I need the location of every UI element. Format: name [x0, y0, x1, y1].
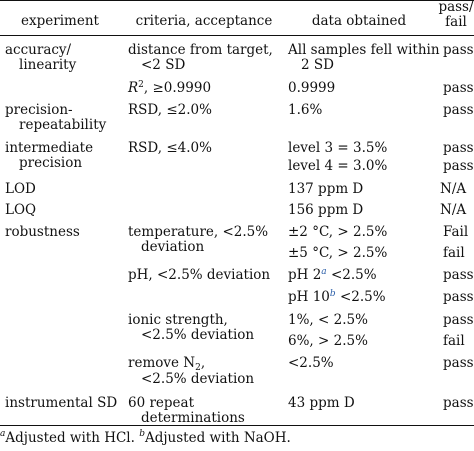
footnote-a-text: Adjusted with HCl. — [5, 430, 135, 446]
data-ph10-value: pH 10 — [288, 289, 330, 305]
table-footnote: aAdjusted with HCl. bAdjusted with NaOH. — [0, 429, 291, 447]
criteria-ph: pH, <2.5% deviation — [128, 267, 271, 283]
header-data: data obtained — [311, 13, 407, 29]
experiment-robustness: robustness — [5, 224, 80, 240]
top-rule — [0, 0, 474, 1]
criteria-instrumental-line2: determinations — [141, 410, 245, 426]
data-ionic-6pct: 6%, > 2.5% — [288, 333, 368, 349]
data-ph2-value: pH 2 — [288, 267, 322, 283]
result-intermediate-level4: pass — [443, 158, 474, 174]
criteria-ionic-line2: <2.5% deviation — [141, 327, 255, 343]
result-remove-n2: pass — [443, 355, 474, 371]
experiment-accuracy-line2: linearity — [19, 57, 77, 73]
criteria-intermediate: RSD, ≤4.0% — [128, 140, 212, 156]
criteria-r-rest: , ≥0.9990 — [143, 80, 212, 96]
data-temperature-5c: ±5 °C, > 2.5% — [288, 245, 388, 261]
footnote-b-text: Adjusted with NaOH. — [144, 430, 291, 446]
experiment-loq: LOQ — [5, 202, 37, 218]
data-temperature-2c: ±2 °C, > 2.5% — [288, 224, 388, 240]
data-ph2: pH 2a <2.5% — [288, 267, 377, 283]
result-ionic-1pct: pass — [443, 312, 474, 328]
result-accuracy: pass — [443, 42, 474, 58]
header-criteria: criteria, acceptance — [135, 13, 273, 29]
data-instrumental-sd: 43 ppm D — [288, 395, 355, 411]
footnote-b-mark: b — [139, 429, 145, 439]
data-ph10-footnote-mark: b — [329, 289, 336, 299]
data-ionic-1pct: 1%, < 2.5% — [288, 312, 368, 328]
criteria-ionic-line1: ionic strength, — [128, 312, 228, 328]
experiment-precision-line1: precision- — [5, 102, 73, 118]
data-ph10-rest: <2.5% — [335, 289, 386, 305]
criteria-accuracy-line1: distance from target, — [128, 42, 273, 58]
data-accuracy-line2: 2 SD — [301, 57, 334, 73]
header-pass-fail-line1: pass/ — [438, 0, 474, 15]
data-loq: 156 ppm D — [288, 202, 364, 218]
criteria-instrumental-line1: 60 repeat — [128, 395, 195, 411]
result-instrumental-sd: pass — [443, 395, 474, 411]
data-ph2-footnote-mark: a — [321, 267, 327, 277]
result-temperature-5c: fail — [443, 245, 465, 261]
result-lod: N/A — [440, 181, 467, 197]
result-temperature-2c: Fail — [443, 224, 469, 240]
result-r-squared: pass — [443, 80, 474, 96]
data-precision: 1.6% — [288, 102, 323, 118]
result-precision: pass — [443, 102, 474, 118]
data-remove-n2: <2.5% — [288, 355, 334, 371]
criteria-precision: RSD, ≤2.0% — [128, 102, 212, 118]
data-ph2-rest: <2.5% — [326, 267, 377, 283]
result-ph10: pass — [443, 289, 474, 305]
header-experiment: experiment — [21, 13, 99, 29]
experiment-instrumental-sd: instrumental SD — [5, 395, 118, 411]
criteria-temperature-line1: temperature, <2.5% — [128, 224, 269, 240]
data-intermediate-level4: level 4 = 3.0% — [288, 158, 388, 174]
experiment-intermediate-line2: precision — [19, 155, 83, 171]
experiment-accuracy-line1: accuracy/ — [5, 42, 72, 58]
criteria-remove-n2-prefix: remove N — [128, 355, 196, 371]
criteria-r-superscript: 2 — [138, 80, 144, 90]
criteria-r-squared: R2, ≥0.9990 — [128, 80, 211, 96]
data-ph10: pH 10b <2.5% — [288, 289, 386, 305]
criteria-r-symbol: R — [128, 80, 139, 96]
result-intermediate-level3: pass — [443, 140, 474, 156]
header-pass-fail-line2: fail — [445, 14, 467, 30]
experiment-intermediate-line1: intermediate — [5, 140, 94, 156]
data-lod: 137 ppm D — [288, 181, 364, 197]
result-loq: N/A — [440, 202, 467, 218]
result-ph2: pass — [443, 267, 474, 283]
criteria-accuracy-line2: <2 SD — [141, 57, 186, 73]
criteria-remove-n2-line1: remove N2, — [128, 355, 206, 373]
result-ionic-6pct: fail — [443, 333, 465, 349]
criteria-temperature-line2: deviation — [141, 239, 205, 255]
criteria-remove-n2-line2: <2.5% deviation — [141, 371, 255, 387]
header-pass-fail: pass/ fail — [438, 0, 474, 30]
data-intermediate-level3: level 3 = 3.5% — [288, 140, 388, 156]
header-rule — [0, 35, 474, 36]
data-r-squared: 0.9999 — [288, 80, 336, 96]
experiment-precision-line2: repeatability — [19, 117, 107, 133]
data-accuracy-line1: All samples fell within — [288, 42, 440, 58]
bottom-rule — [0, 425, 474, 426]
experiment-lod: LOD — [5, 181, 36, 197]
footnote-a-mark: a — [0, 429, 6, 439]
criteria-remove-n2-subscript: 2 — [195, 363, 201, 373]
criteria-remove-n2-comma: , — [200, 355, 206, 371]
